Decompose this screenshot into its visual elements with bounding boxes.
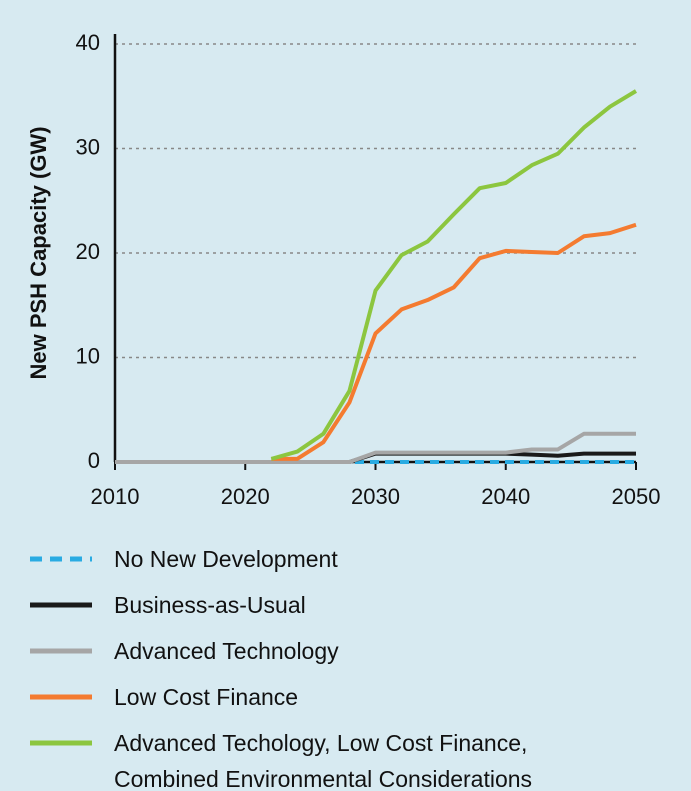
y-tick-label: 10 (76, 343, 100, 368)
legend-swatch (30, 648, 92, 654)
legend-swatch (30, 740, 92, 746)
legend-swatch (30, 602, 92, 608)
legend-item: No New Development (28, 545, 668, 577)
legend-label: Business-as-Usual (114, 592, 306, 618)
y-tick-label: 20 (76, 239, 100, 264)
y-tick-label: 40 (76, 30, 100, 55)
legend-label: No New Development (114, 546, 338, 572)
series-line (271, 222, 637, 461)
x-tick-label: 2050 (612, 484, 661, 509)
legend-item: Business-as-Usual (28, 591, 668, 623)
series-line (270, 89, 638, 461)
y-tick-label: 30 (76, 134, 100, 159)
x-tick-label: 2020 (221, 484, 270, 509)
legend-item: Low Cost Finance (28, 683, 668, 715)
series-line (115, 431, 636, 464)
legend-label: Advanced Techology, Low Cost Finance, Co… (114, 730, 533, 791)
y-tick-label: 0 (88, 448, 100, 473)
legend-swatch (30, 556, 92, 562)
legend: No New Development Business-as-Usual Advan… (28, 545, 668, 791)
legend-item: Advanced Techology, Low Cost Finance, Co… (28, 729, 668, 791)
legend-label: Low Cost Finance (114, 684, 299, 710)
legend-label: Advanced Technology (114, 638, 339, 664)
legend-item: Advanced Technology (28, 637, 668, 669)
legend-swatch (30, 694, 92, 700)
x-tick-label: 2030 (351, 484, 400, 509)
x-tick-label: 2040 (481, 484, 530, 509)
x-tick-label: 2010 (91, 484, 140, 509)
y-axis-label: New PSH Capacity (GW) (26, 126, 51, 379)
